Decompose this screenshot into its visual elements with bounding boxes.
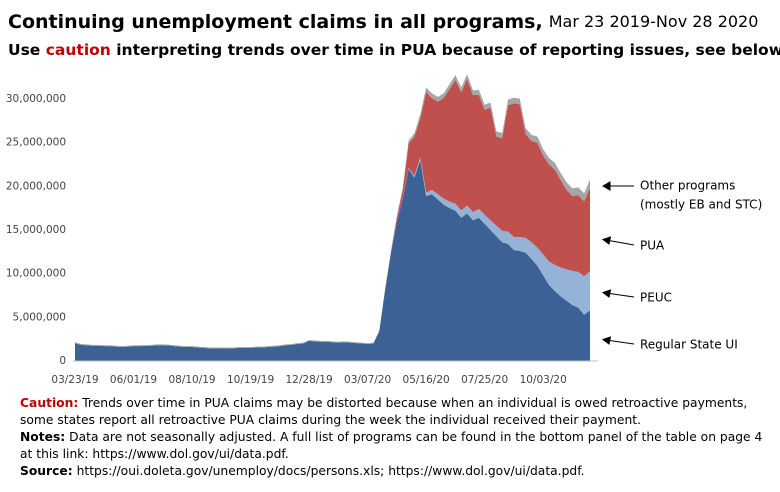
note-label: Source: xyxy=(20,464,73,478)
series-label: Other programs xyxy=(640,179,735,193)
note: Source: https://oui.doleta.gov/unemploy/… xyxy=(20,463,770,480)
note-text: https://oui.doleta.gov/unemploy/docs/per… xyxy=(76,464,585,478)
arrow-head xyxy=(601,181,611,191)
x-tick-label: 12/28/19 xyxy=(286,374,333,386)
y-tick-label: 25,000,000 xyxy=(6,137,66,149)
x-tick-label: 10/19/19 xyxy=(227,374,274,386)
notes: Caution: Trends over time in PUA claims … xyxy=(20,395,770,480)
arrow xyxy=(605,339,635,345)
arrow xyxy=(605,292,635,298)
y-tick-label: 15,000,000 xyxy=(6,224,66,236)
arrow-head xyxy=(601,236,612,245)
y-tick-label: 5,000,000 xyxy=(13,311,66,323)
title-main: Continuing unemployment claims in all pr… xyxy=(8,11,543,33)
x-tick-label: 03/23/19 xyxy=(51,374,98,386)
subtitle-part: Use xyxy=(8,41,46,59)
note: Caution: Trends over time in PUA claims … xyxy=(20,395,770,429)
note-label: Caution: xyxy=(20,396,79,410)
title: Continuing unemployment claims in all pr… xyxy=(8,11,758,33)
x-tick-label: 03/07/20 xyxy=(344,374,391,386)
arrows xyxy=(601,181,635,345)
y-tick-label: 30,000,000 xyxy=(6,93,66,105)
series-label: PEUC xyxy=(640,291,672,305)
arrow-head xyxy=(601,336,612,345)
y-tick-label: 0 xyxy=(59,355,66,367)
title-dates: Mar 23 2019-Nov 28 2020 xyxy=(549,12,759,31)
arrow xyxy=(605,239,635,246)
x-tick-label: 06/01/19 xyxy=(110,374,157,386)
y-tick-label: 10,000,000 xyxy=(6,268,66,280)
note-text: Data are not seasonally adjusted. A full… xyxy=(20,430,763,461)
x-tick-label: 07/25/20 xyxy=(461,374,508,386)
series-label: Regular State UI xyxy=(640,338,738,352)
plot: 0 5,000,000 10,000,000 15,000,000 20,000,000… xyxy=(6,74,598,386)
note-label: Notes: xyxy=(20,430,66,444)
subtitle-part: interpreting trends over time in PUA bec… xyxy=(111,41,780,59)
x-tick-label: 08/10/19 xyxy=(168,374,215,386)
subtitle-caution: caution xyxy=(46,41,111,59)
annotation: (mostly EB and STC) xyxy=(640,198,762,212)
arrow-head xyxy=(601,289,612,298)
note-text: Trends over time in PUA claims may be di… xyxy=(20,396,748,427)
y-tick-label: 20,000,000 xyxy=(6,180,66,192)
series-label: PUA xyxy=(640,239,665,253)
x-tick-label: 10/03/20 xyxy=(520,374,567,386)
x-tick-label: 05/16/20 xyxy=(403,374,450,386)
area xyxy=(75,160,590,361)
subtitle: Use caution interpreting trends over tim… xyxy=(8,41,780,59)
note: Notes: Data are not seasonally adjusted.… xyxy=(20,429,770,463)
area xyxy=(75,78,590,349)
